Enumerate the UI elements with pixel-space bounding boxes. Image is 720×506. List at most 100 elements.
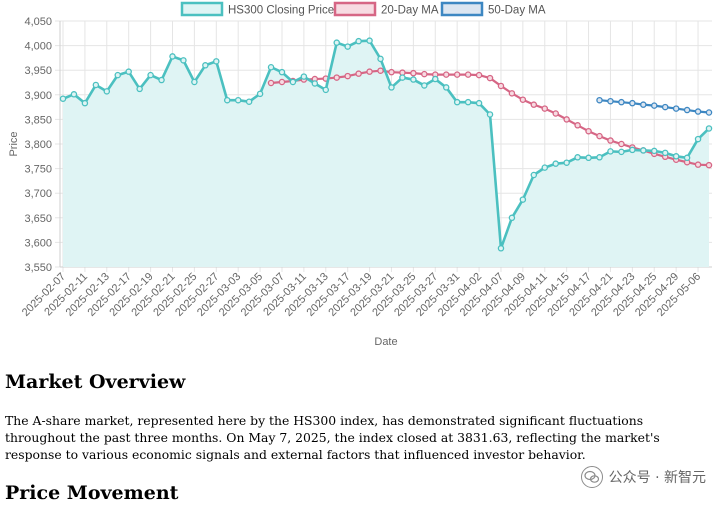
hs300-closing-price-point xyxy=(410,76,417,83)
hs300-closing-price-point xyxy=(59,95,67,102)
hs300-closing-price-point xyxy=(147,71,154,79)
price-area-fill xyxy=(63,40,709,268)
hs300-closing-price-point xyxy=(202,62,209,69)
hs300-closing-price-point xyxy=(530,171,538,179)
y-tick-label: 4,050 xyxy=(24,16,52,28)
chart-svg: 3,550 3,600 3,650 3,700 3,750 3,800 3,850 3,900… xyxy=(8,1,713,348)
hs300-closing-price-point xyxy=(289,78,297,86)
hs300-closing-price-point xyxy=(629,146,636,154)
hs300-closing-price-point xyxy=(705,125,713,132)
hs300-closing-price-point xyxy=(694,135,702,143)
20-day-ma-point xyxy=(442,71,450,78)
50-day-ma-point xyxy=(607,97,614,105)
hs300-closing-price-point xyxy=(213,58,220,65)
20-day-ma-point xyxy=(541,105,549,112)
20-day-ma-point xyxy=(618,140,625,148)
y-tick-label: 3,750 xyxy=(24,164,52,176)
wechat-logo-icon xyxy=(580,466,603,488)
heading-price-movement: Price Movement xyxy=(5,482,179,504)
20-day-ma-point xyxy=(508,90,516,97)
y-tick-label: 3,600 xyxy=(24,237,52,249)
hs300-closing-price-point xyxy=(191,78,198,86)
y-tick-label: 3,850 xyxy=(24,114,52,126)
hs300-closing-price-point xyxy=(223,96,231,104)
20-day-ma-point xyxy=(377,67,384,74)
hs300-closing-price-point xyxy=(672,153,680,160)
50-day-ma-point xyxy=(596,96,603,104)
20-day-ma-point xyxy=(421,70,428,78)
hs300-closing-price-point xyxy=(136,85,143,93)
y-tick-label: 3,950 xyxy=(24,65,52,77)
hs300-closing-price-point xyxy=(442,84,450,91)
20-day-ma-point xyxy=(486,74,494,82)
hs300-closing-price-point xyxy=(234,96,242,104)
market-overview-paragraph: The A-share market, represented here by … xyxy=(5,413,660,462)
hs300-closing-price-point xyxy=(355,37,362,45)
legend-swatch xyxy=(333,1,377,17)
y-tick-label: 3,900 xyxy=(24,90,52,102)
20-day-ma-point xyxy=(344,72,351,80)
20-day-ma-point xyxy=(410,69,417,77)
hs300-closing-price-point xyxy=(92,81,100,89)
20-day-ma-point xyxy=(267,79,275,87)
legend-item-50-day-ma: 50-Day MA xyxy=(440,1,546,17)
hs300-closing-price-point xyxy=(256,90,264,98)
hs300-closing-price-point xyxy=(344,43,351,50)
hs300-closing-price-point xyxy=(661,149,669,157)
20-day-ma-point xyxy=(585,127,592,135)
20-day-ma-point xyxy=(355,70,362,77)
20-day-ma-point xyxy=(574,122,581,129)
hs300-closing-price-point xyxy=(618,148,625,156)
y-axis-title: Price xyxy=(8,131,20,156)
50-day-ma-point xyxy=(618,98,625,106)
hs300-closing-price-point xyxy=(421,82,428,89)
watermark: 公众号 · 新智元 xyxy=(580,466,706,488)
hs300-closing-price-point xyxy=(541,164,549,171)
50-day-ma-point xyxy=(661,103,669,111)
hs300-closing-price-point xyxy=(103,88,111,95)
hs300-closing-price-point xyxy=(475,99,483,107)
50-day-ma-point xyxy=(672,105,680,112)
hs300-closing-price-point xyxy=(607,148,614,155)
price-chart: 3,550 3,600 3,650 3,700 3,750 3,800 3,850 3,900… xyxy=(8,1,713,348)
heading-market-overview: Market Overview xyxy=(5,371,186,393)
20-day-ma-point xyxy=(552,110,559,117)
50-day-ma-point xyxy=(651,102,658,109)
hs300-closing-price-point xyxy=(300,73,308,80)
hs300-closing-price-point xyxy=(278,68,286,76)
x-axis-title: Date xyxy=(374,336,397,348)
20-day-ma-point xyxy=(530,101,538,108)
hs300-closing-price-point xyxy=(519,196,527,203)
watermark-text: 公众号 · 新智元 xyxy=(608,470,706,486)
50-day-ma-point xyxy=(640,101,647,108)
legend-label: 20-Day MA xyxy=(381,5,439,17)
20-day-ma-point xyxy=(497,82,505,90)
hs300-closing-price-point xyxy=(169,53,176,60)
50-day-ma-point xyxy=(705,109,713,116)
hs300-closing-price-point xyxy=(453,98,461,106)
y-tick-label: 3,700 xyxy=(24,188,52,200)
20-day-ma-point xyxy=(464,71,472,78)
hs300-closing-price-point xyxy=(125,68,132,75)
20-day-ma-point xyxy=(607,137,614,144)
hs300-closing-price-point xyxy=(432,75,439,83)
20-day-ma-point xyxy=(278,78,286,86)
hs300-closing-price-point xyxy=(311,80,319,87)
hs300-closing-price-point xyxy=(81,99,89,107)
hs300-closing-price-point xyxy=(464,98,472,106)
hs300-closing-price-point xyxy=(585,154,592,162)
hs300-closing-price-point xyxy=(640,147,647,154)
hs300-closing-price-point xyxy=(508,214,516,222)
legend-swatch xyxy=(180,1,224,17)
legend-item-hs300-closing-price: HS300 Closing Price xyxy=(180,1,334,17)
y-tick-label: 4,000 xyxy=(24,41,52,53)
20-day-ma-point xyxy=(705,161,713,169)
hs300-closing-price-point xyxy=(651,147,658,155)
20-day-ma-point xyxy=(519,96,527,103)
hs300-closing-price-point xyxy=(574,154,581,161)
20-day-ma-point xyxy=(333,74,340,81)
hs300-closing-price-point xyxy=(245,98,253,105)
20-day-ma-point xyxy=(366,68,373,75)
hs300-closing-price-point xyxy=(399,74,406,81)
50-day-ma-point xyxy=(694,108,702,115)
